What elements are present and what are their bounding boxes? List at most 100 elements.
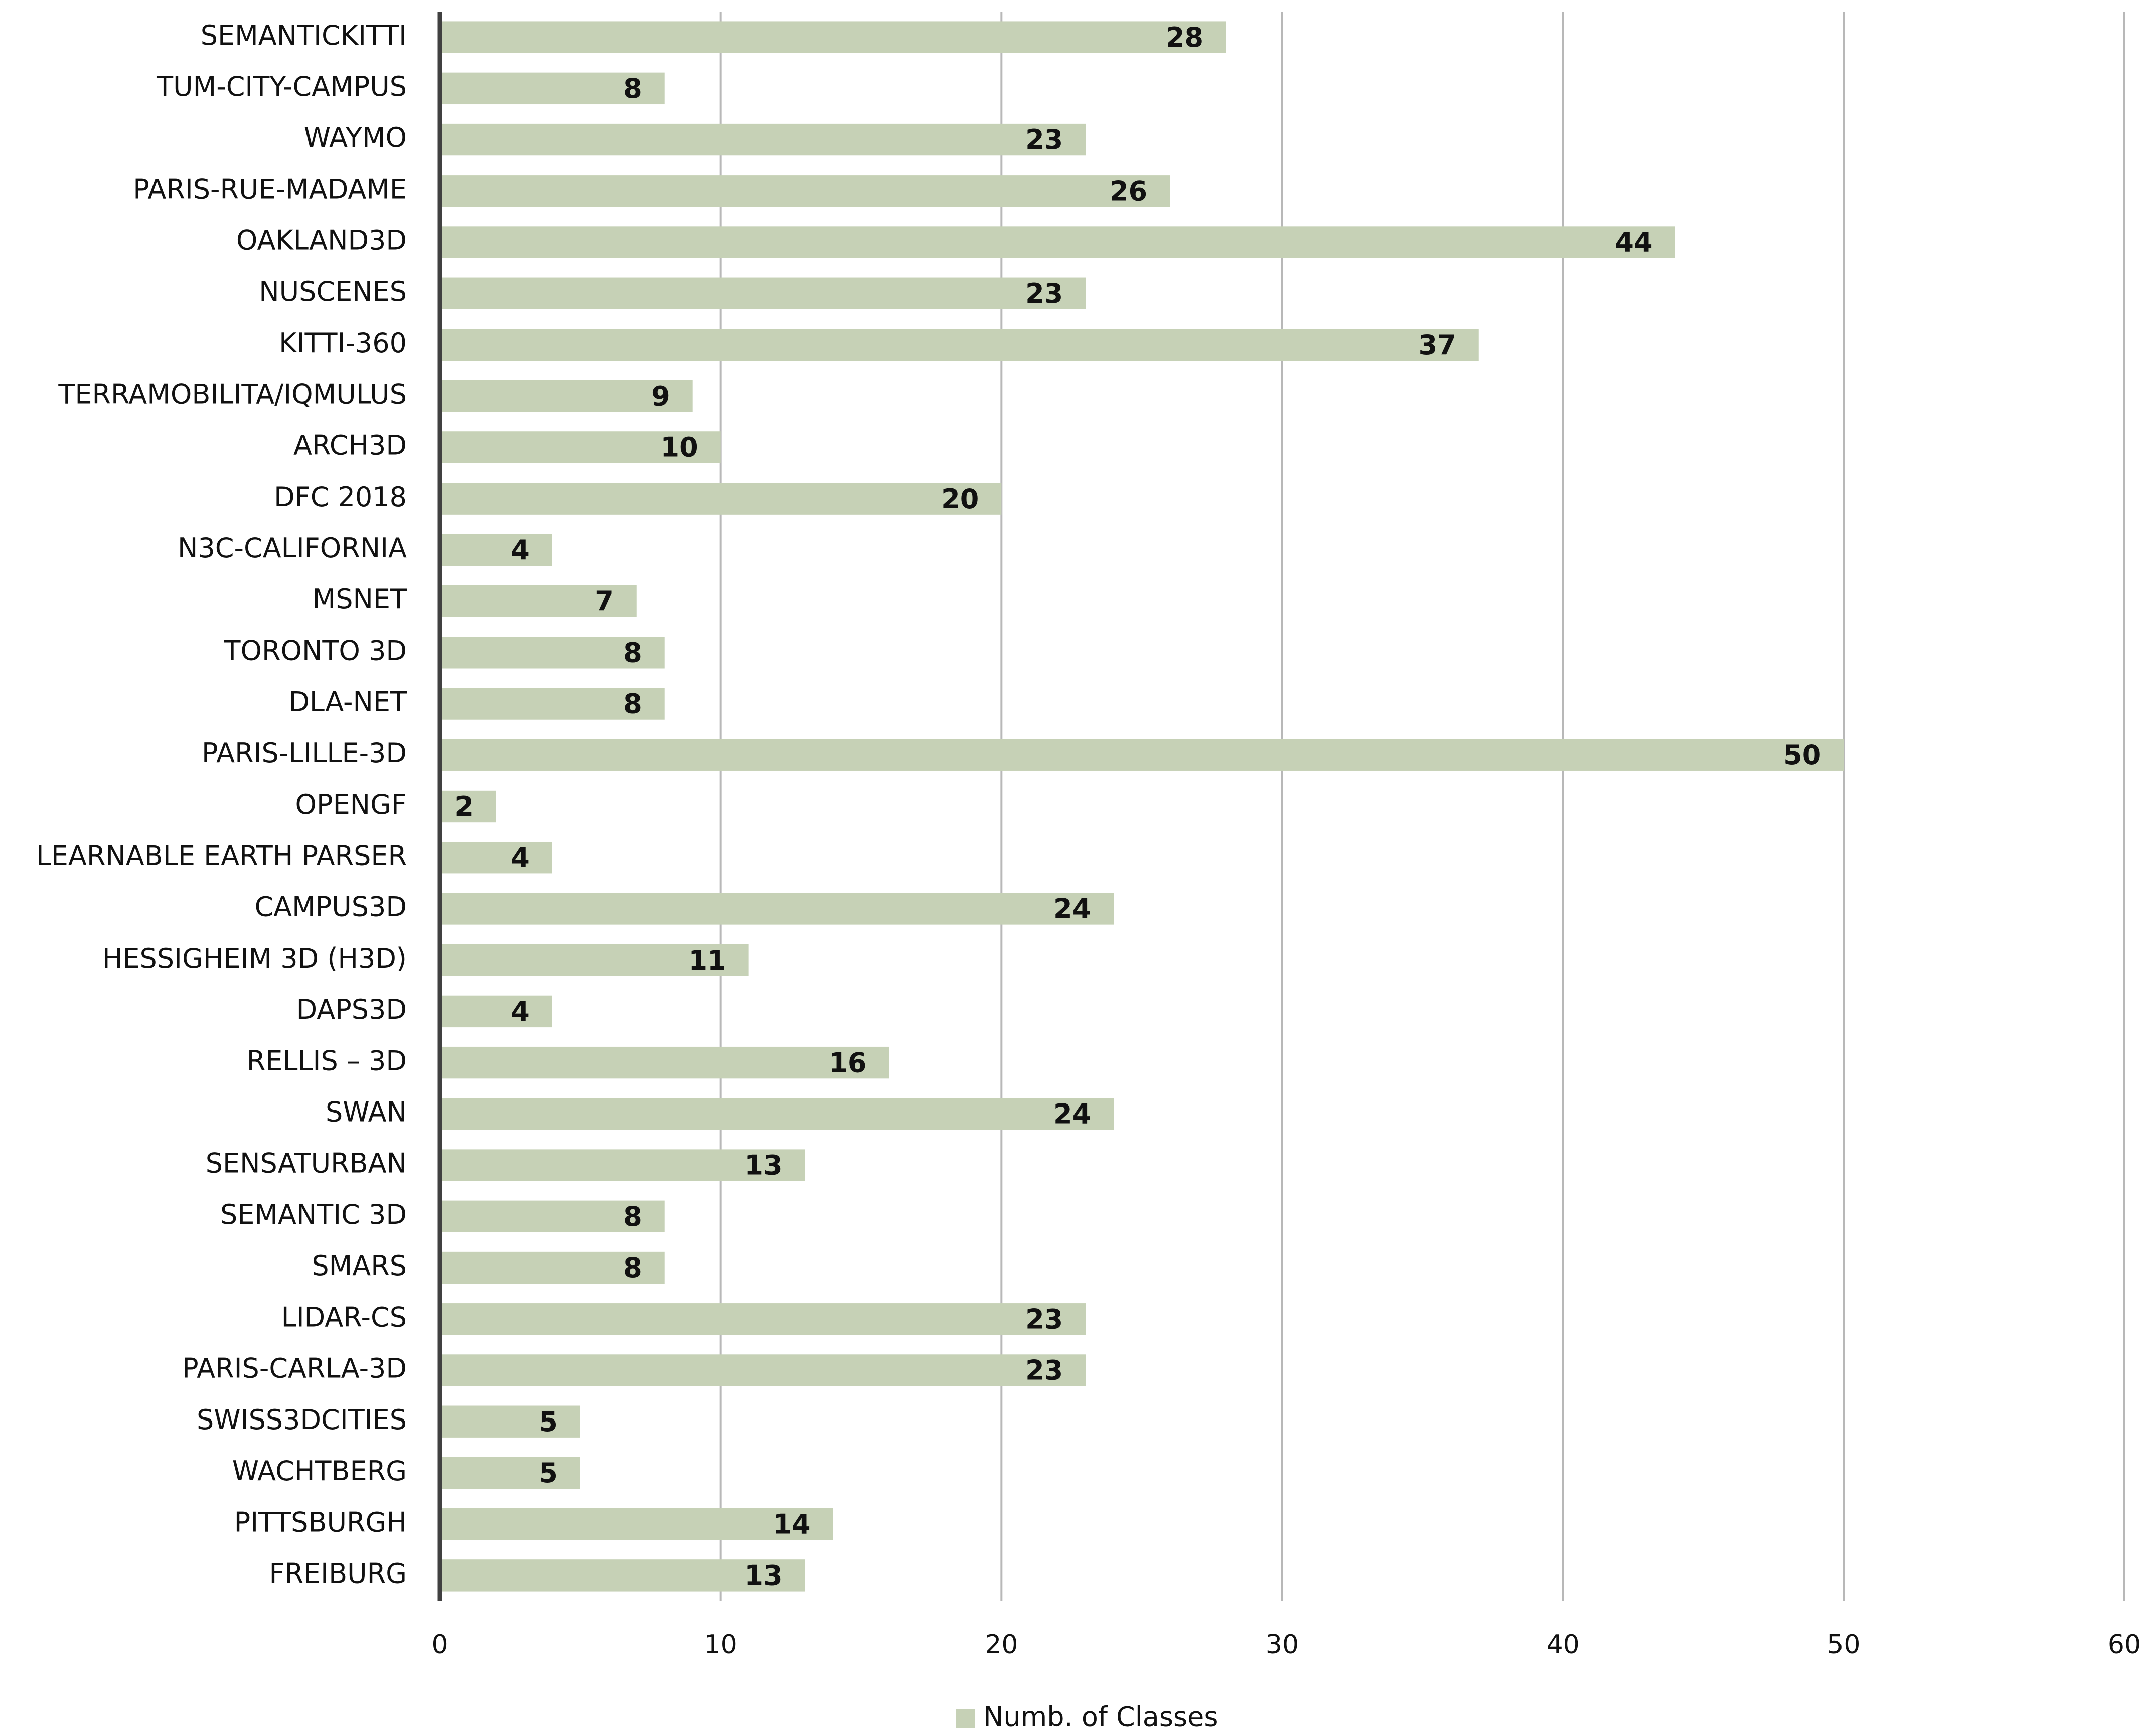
data-label: 11 bbox=[688, 944, 726, 976]
bar bbox=[440, 1098, 1114, 1130]
y-tick-label: TORONTO 3D bbox=[224, 635, 407, 666]
y-tick-label: KITTI-360 bbox=[279, 327, 407, 359]
y-tick-label: OAKLAND3D bbox=[236, 225, 407, 256]
y-tick-label: SEMANTICKITTI bbox=[201, 20, 407, 51]
y-tick-label: TERRAMOBILITA/IQMULUS bbox=[58, 378, 407, 410]
bar bbox=[440, 1251, 665, 1284]
data-label: 44 bbox=[1615, 227, 1652, 258]
y-tick-label: LIDAR-CS bbox=[281, 1301, 407, 1333]
bar bbox=[440, 226, 1675, 258]
data-label: 14 bbox=[773, 1508, 810, 1540]
data-label: 16 bbox=[829, 1047, 866, 1078]
y-tick-label: DAPS3D bbox=[296, 994, 407, 1025]
data-label: 5 bbox=[539, 1457, 558, 1489]
data-label: 23 bbox=[1025, 124, 1063, 155]
y-tick-label: MSNET bbox=[313, 583, 407, 615]
y-tick-label: PARIS-CARLA-3D bbox=[182, 1353, 407, 1384]
bar bbox=[440, 688, 665, 720]
bar bbox=[440, 1354, 1086, 1386]
data-label: 13 bbox=[744, 1150, 782, 1181]
data-label: 20 bbox=[941, 483, 979, 515]
x-tick-label: 50 bbox=[1827, 1630, 1860, 1660]
y-tick-label: ARCH3D bbox=[293, 430, 407, 461]
data-label: 2 bbox=[454, 791, 474, 822]
bar bbox=[440, 1046, 889, 1079]
bar bbox=[440, 483, 1002, 515]
bar bbox=[440, 380, 693, 412]
data-label: 23 bbox=[1025, 1355, 1063, 1386]
bar bbox=[440, 1149, 805, 1181]
y-tick-label: WACHTBERG bbox=[232, 1455, 407, 1487]
y-tick-label: DFC 2018 bbox=[274, 481, 407, 513]
x-tick-label: 60 bbox=[2108, 1630, 2141, 1660]
legend-swatch bbox=[956, 1709, 975, 1728]
y-tick-label: DLA-NET bbox=[288, 686, 407, 718]
y-tick-label: PITTSBURGH bbox=[234, 1506, 407, 1538]
x-tick-label: 30 bbox=[1266, 1630, 1299, 1660]
bar bbox=[440, 893, 1114, 925]
bar bbox=[440, 534, 552, 566]
y-tick-label: OPENGF bbox=[295, 788, 407, 820]
y-tick-label: SENSATURBAN bbox=[206, 1148, 407, 1179]
bar bbox=[440, 842, 552, 874]
y-tick-label: WAYMO bbox=[304, 122, 407, 153]
x-tick-label: 0 bbox=[431, 1630, 448, 1660]
data-label: 8 bbox=[623, 73, 642, 104]
data-label: 8 bbox=[623, 1201, 642, 1232]
data-label: 7 bbox=[595, 585, 614, 617]
x-tick-label: 40 bbox=[1547, 1630, 1580, 1660]
y-tick-label: SMARS bbox=[312, 1250, 407, 1282]
data-label: 26 bbox=[1110, 175, 1147, 207]
data-label: 23 bbox=[1025, 278, 1063, 309]
y-tick-label: NUSCENES bbox=[259, 276, 407, 307]
data-label: 9 bbox=[651, 380, 670, 412]
legend-label: Numb. of Classes bbox=[983, 1701, 1218, 1733]
bar bbox=[440, 329, 1479, 361]
y-tick-label: N3C-CALIFORNIA bbox=[178, 532, 407, 564]
x-tick-label: 20 bbox=[985, 1630, 1018, 1660]
data-label: 8 bbox=[623, 688, 642, 720]
bar bbox=[440, 637, 665, 669]
data-label: 50 bbox=[1783, 739, 1821, 771]
bar bbox=[440, 1457, 580, 1489]
y-tick-label: TUM-CITY-CAMPUS bbox=[156, 71, 407, 102]
data-label: 28 bbox=[1166, 22, 1203, 53]
bar bbox=[440, 1508, 833, 1540]
bar bbox=[440, 123, 1086, 156]
bar bbox=[440, 1303, 1086, 1335]
y-tick-label: LEARNABLE EARTH PARSER bbox=[36, 840, 407, 871]
data-label: 13 bbox=[744, 1560, 782, 1592]
data-label: 37 bbox=[1419, 329, 1456, 361]
bar bbox=[440, 739, 1844, 771]
y-tick-label: PARIS-RUE-MADAME bbox=[133, 173, 407, 205]
data-label: 4 bbox=[511, 996, 530, 1027]
data-label: 24 bbox=[1053, 893, 1091, 925]
data-label: 5 bbox=[539, 1406, 558, 1438]
x-tick-label: 10 bbox=[704, 1630, 737, 1660]
data-label: 10 bbox=[661, 432, 698, 463]
y-tick-label: FREIBURG bbox=[269, 1558, 407, 1590]
data-label: 8 bbox=[623, 1252, 642, 1284]
data-label: 23 bbox=[1025, 1303, 1063, 1335]
y-tick-label: SEMANTIC 3D bbox=[220, 1199, 407, 1230]
y-tick-label: RELLIS – 3D bbox=[247, 1045, 407, 1076]
bar bbox=[440, 1200, 665, 1232]
data-label: 8 bbox=[623, 637, 642, 668]
data-label: 24 bbox=[1053, 1098, 1091, 1130]
bar bbox=[440, 585, 637, 617]
bar bbox=[440, 72, 665, 105]
data-label: 4 bbox=[511, 534, 530, 566]
bar bbox=[440, 21, 1226, 53]
bar bbox=[440, 944, 749, 976]
bar bbox=[440, 790, 496, 823]
bar bbox=[440, 277, 1086, 309]
bar bbox=[440, 1559, 805, 1592]
y-tick-label: CAMPUS3D bbox=[254, 891, 407, 923]
y-tick-label: HESSIGHEIM 3D (H3D) bbox=[102, 942, 407, 974]
bar bbox=[440, 995, 552, 1028]
data-label: 4 bbox=[511, 842, 530, 873]
bar bbox=[440, 175, 1170, 207]
y-tick-label: PARIS-LILLE-3D bbox=[202, 737, 407, 769]
bar bbox=[440, 1405, 580, 1438]
